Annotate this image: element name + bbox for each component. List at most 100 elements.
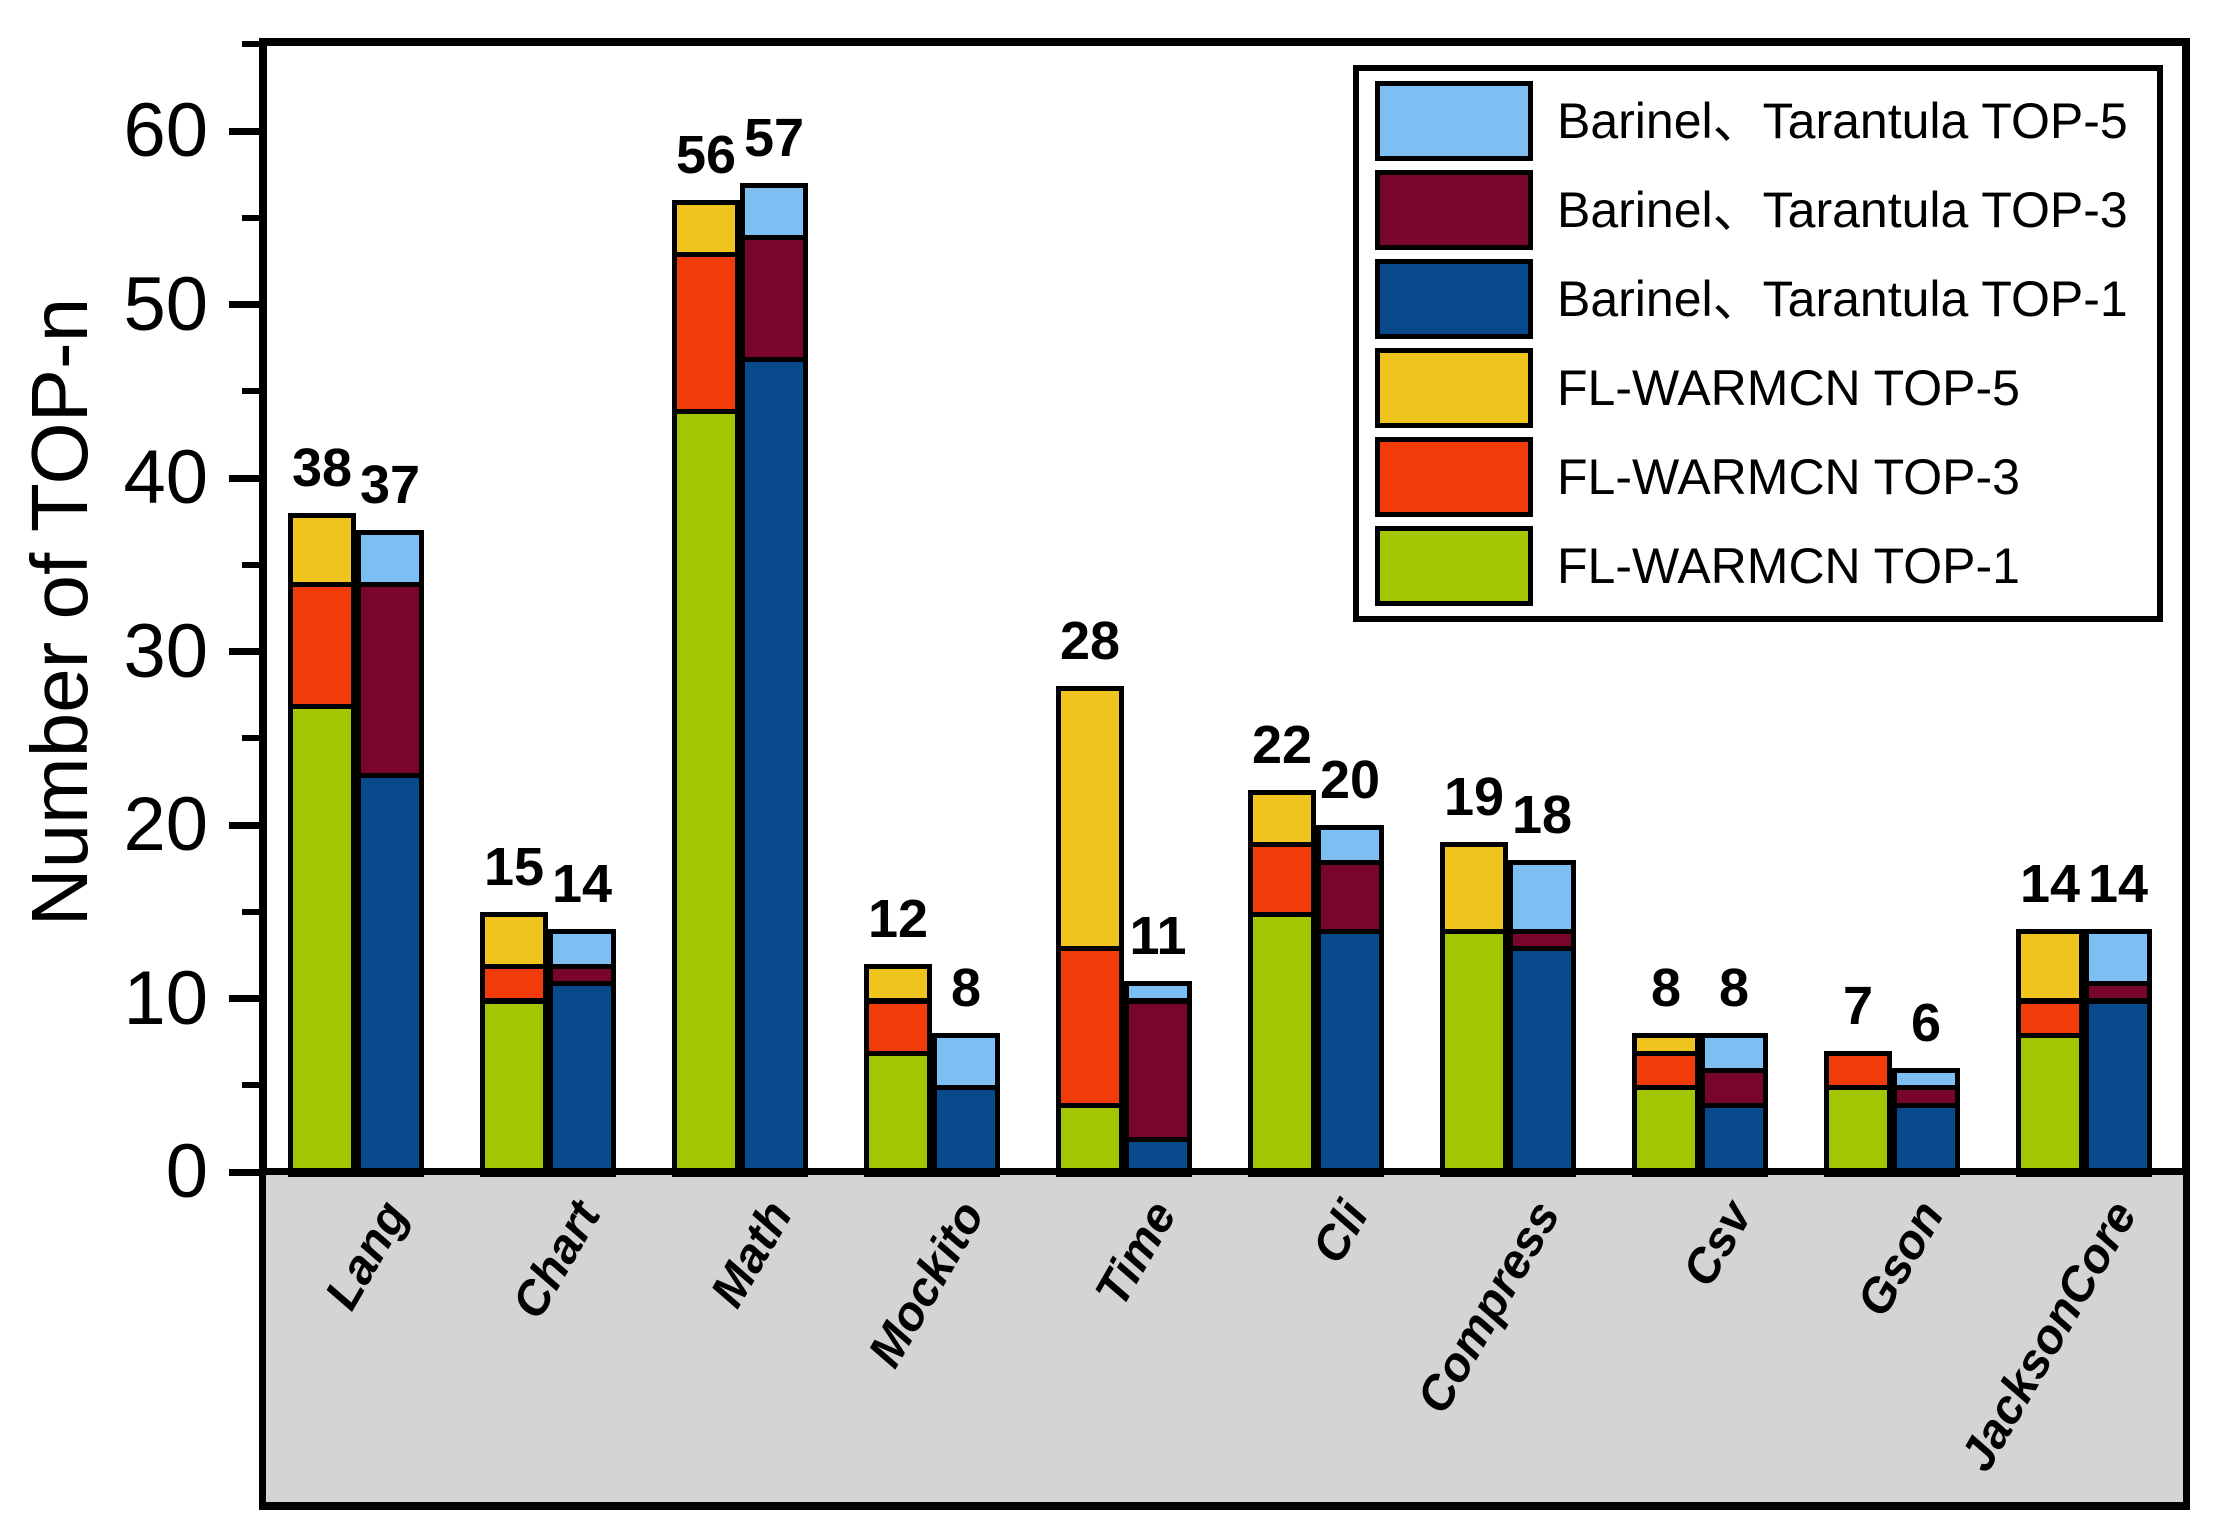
legend-label-barinel-tarantula-top5: Barinel、Tarantula TOP-5 <box>1557 92 2128 149</box>
bar-segment-fl-warmcn-top3-cli <box>1248 842 1316 917</box>
y-tick-label-40: 40 <box>123 435 208 520</box>
y-tick-label-0: 0 <box>165 1129 208 1214</box>
y-tick-label-10: 10 <box>123 955 208 1041</box>
y-minor-tick-25 <box>242 735 259 742</box>
y-tick-label-20: 20 <box>123 782 208 867</box>
legend-swatch-barinel-tarantula-top5 <box>1375 80 1533 161</box>
bar-segment-fl-warmcn-top1-compress <box>1440 929 1508 1177</box>
bar-segment-barinel-tarantula-top5-csv <box>1700 1033 1768 1073</box>
y-axis-title: Number of TOP-n <box>15 297 104 927</box>
bar-value-label-fl-warmcn-compress: 19 <box>1443 767 1505 828</box>
bar-value-label-barinel-tarantula-csv: 8 <box>1718 958 1750 1019</box>
bar-value-label-fl-warmcn-lang: 38 <box>291 437 353 498</box>
bar-segment-barinel-tarantula-top5-gson <box>1892 1067 1960 1091</box>
bar-segment-fl-warmcn-top5-lang <box>288 512 356 588</box>
bar-value-label-barinel-tarantula-chart: 14 <box>551 854 613 915</box>
legend-label-barinel-tarantula-top3: Barinel、Tarantula TOP-3 <box>1557 181 2128 238</box>
bar-value-label-barinel-tarantula-math: 57 <box>743 108 805 169</box>
bar-segment-barinel-tarantula-top3-lang <box>356 582 424 778</box>
legend-swatch-fl-warmcn-top1 <box>1375 526 1533 607</box>
legend-item-barinel-tarantula-top5: Barinel、Tarantula TOP-5 <box>1359 76 2157 165</box>
bar-segment-fl-warmcn-top5-compress <box>1440 842 1508 935</box>
bar-segment-fl-warmcn-top5-chart <box>480 911 548 969</box>
bar-segment-barinel-tarantula-top1-cli <box>1316 929 1384 1177</box>
y-minor-tick-65 <box>242 41 259 48</box>
y-minor-tick-35 <box>242 561 259 568</box>
legend-label-fl-warmcn-top3: FL-WARMCN TOP-3 <box>1557 449 2020 506</box>
bar-segment-fl-warmcn-top1-mockito <box>864 1050 932 1177</box>
y-major-tick-60 <box>229 127 259 135</box>
bar-segment-barinel-tarantula-top3-time <box>1124 998 1192 1143</box>
bar-segment-barinel-tarantula-top3-math <box>740 235 808 362</box>
bar-segment-barinel-tarantula-top3-csv <box>1700 1067 1768 1108</box>
legend-label-fl-warmcn-top1: FL-WARMCN TOP-1 <box>1557 538 2020 595</box>
bar-segment-fl-warmcn-top1-lang <box>288 703 356 1177</box>
bar-segment-barinel-tarantula-top1-jacksoncore <box>2084 998 2152 1177</box>
y-minor-tick-55 <box>242 214 259 221</box>
bar-value-label-barinel-tarantula-jacksoncore: 14 <box>2087 854 2149 915</box>
bar-segment-fl-warmcn-top1-math <box>672 408 740 1177</box>
bar-value-label-fl-warmcn-csv: 8 <box>1650 958 1682 1019</box>
y-major-tick-40 <box>229 474 259 482</box>
legend-item-barinel-tarantula-top3: Barinel、Tarantula TOP-3 <box>1359 165 2157 254</box>
y-major-tick-50 <box>229 301 259 308</box>
legend-item-barinel-tarantula-top1: Barinel、Tarantula TOP-1 <box>1359 254 2157 343</box>
bar-segment-fl-warmcn-top5-time <box>1056 686 1124 952</box>
y-major-tick-0 <box>229 1168 259 1176</box>
bar-value-label-fl-warmcn-jacksoncore: 14 <box>2019 854 2081 915</box>
legend-item-fl-warmcn-top1: FL-WARMCN TOP-1 <box>1359 522 2157 611</box>
bar-segment-barinel-tarantula-top1-mockito <box>932 1085 1000 1177</box>
legend-item-fl-warmcn-top5: FL-WARMCN TOP-5 <box>1359 344 2157 433</box>
bar-segment-barinel-tarantula-top1-math <box>740 356 808 1177</box>
y-major-tick-10 <box>229 995 259 1002</box>
bar-value-label-barinel-tarantula-time: 11 <box>1129 906 1187 967</box>
bar-value-label-barinel-tarantula-mockito: 8 <box>950 958 982 1019</box>
bar-value-label-fl-warmcn-mockito: 12 <box>867 888 929 949</box>
bar-value-label-fl-warmcn-math: 56 <box>675 125 737 186</box>
legend-label-fl-warmcn-top5: FL-WARMCN TOP-5 <box>1557 360 2020 417</box>
x-axis-label-band <box>266 1172 2183 1502</box>
bar-segment-barinel-tarantula-top1-chart <box>548 981 616 1177</box>
bar-value-label-fl-warmcn-gson: 7 <box>1842 975 1874 1036</box>
y-minor-tick-5 <box>242 1082 259 1089</box>
bar-segment-barinel-tarantula-top5-math <box>740 183 808 241</box>
bar-segment-barinel-tarantula-top1-csv <box>1700 1102 1768 1177</box>
bar-segment-barinel-tarantula-top3-cli <box>1316 859 1384 935</box>
y-major-tick-30 <box>229 648 259 655</box>
bar-segment-fl-warmcn-top3-math <box>672 252 740 414</box>
bar-value-label-barinel-tarantula-lang: 37 <box>359 455 421 516</box>
bar-segment-fl-warmcn-top1-csv <box>1632 1085 1700 1177</box>
bar-segment-fl-warmcn-top3-gson <box>1824 1050 1892 1091</box>
legend-swatch-fl-warmcn-top5 <box>1375 348 1533 429</box>
y-tick-label-50: 50 <box>123 261 208 347</box>
y-major-tick-20 <box>229 821 259 829</box>
y-minor-tick-45 <box>242 388 259 395</box>
bar-segment-barinel-tarantula-top5-chart <box>548 929 616 969</box>
bar-value-label-barinel-tarantula-cli: 20 <box>1319 750 1381 810</box>
y-minor-tick-15 <box>242 908 259 915</box>
bar-segment-barinel-tarantula-top5-jacksoncore <box>2084 929 2152 987</box>
bar-segment-fl-warmcn-top1-time <box>1056 1102 1124 1177</box>
bar-segment-fl-warmcn-top1-gson <box>1824 1085 1892 1177</box>
bar-segment-barinel-tarantula-top5-lang <box>356 530 424 588</box>
bar-segment-barinel-tarantula-top1-compress <box>1508 946 1576 1177</box>
bar-segment-fl-warmcn-top1-chart <box>480 998 548 1177</box>
bar-segment-fl-warmcn-top5-jacksoncore <box>2016 929 2084 1004</box>
bar-value-label-barinel-tarantula-gson: 6 <box>1910 992 1942 1053</box>
bar-segment-barinel-tarantula-top5-cli <box>1316 825 1384 865</box>
bar-segment-fl-warmcn-top5-cli <box>1248 790 1316 848</box>
legend: Barinel、Tarantula TOP-5 Barinel、Tarantula… <box>1353 65 2163 622</box>
bar-segment-fl-warmcn-top3-chart <box>480 963 548 1004</box>
bar-segment-fl-warmcn-top1-jacksoncore <box>2016 1033 2084 1177</box>
x-axis-line <box>259 1168 2190 1175</box>
bar-segment-fl-warmcn-top5-math <box>672 200 740 258</box>
bar-value-label-barinel-tarantula-compress: 18 <box>1511 784 1573 845</box>
bar-segment-barinel-tarantula-top5-mockito <box>932 1033 1000 1091</box>
bar-value-label-fl-warmcn-time: 28 <box>1059 611 1121 672</box>
bar-segment-barinel-tarantula-top1-lang <box>356 772 424 1177</box>
bar-segment-fl-warmcn-top5-mockito <box>864 963 932 1004</box>
legend-label-barinel-tarantula-top1: Barinel、Tarantula TOP-1 <box>1557 270 2128 327</box>
bar-segment-fl-warmcn-top3-time <box>1056 946 1124 1108</box>
bar-segment-barinel-tarantula-top5-time <box>1124 981 1192 1004</box>
